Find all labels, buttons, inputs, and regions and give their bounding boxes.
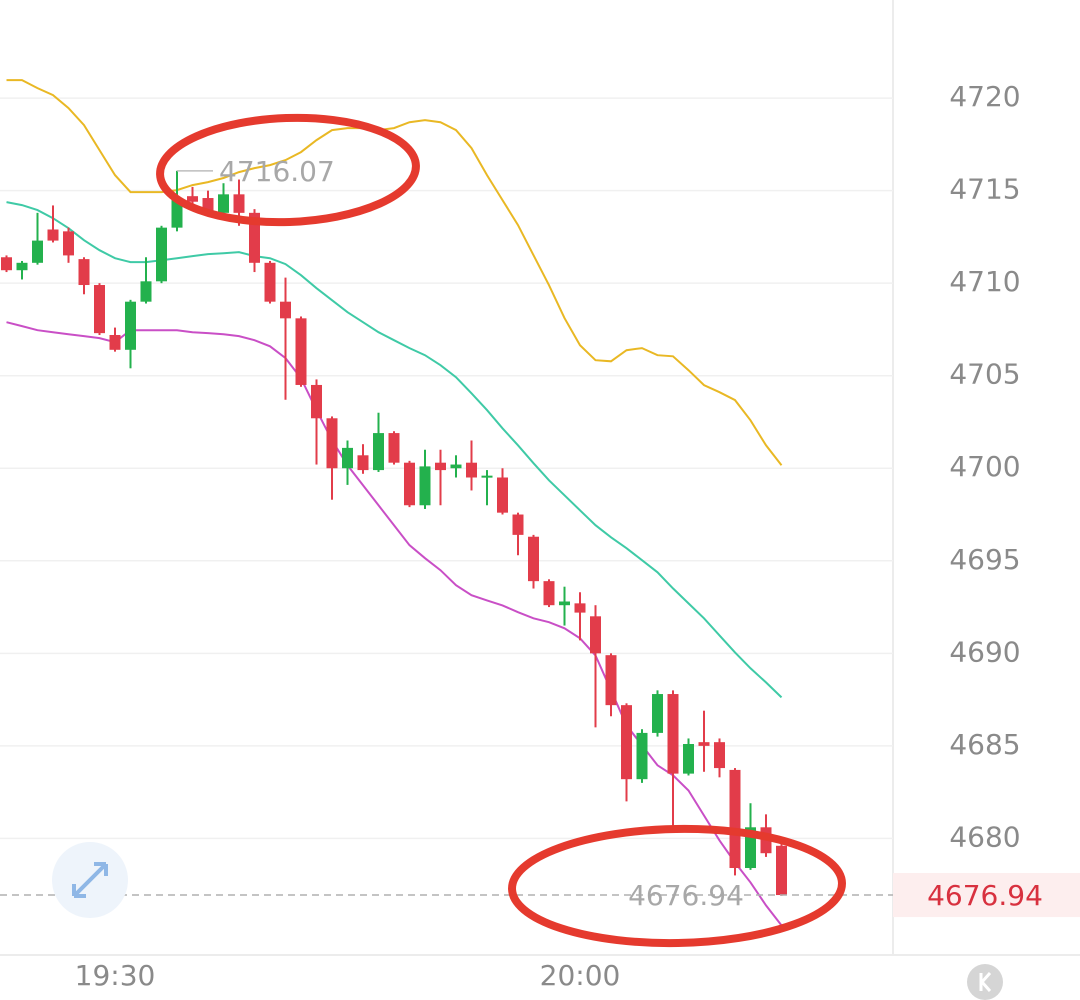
candle-body (419, 466, 431, 506)
candle-body (187, 196, 198, 202)
candle-body (745, 827, 756, 869)
candle-body (94, 285, 105, 334)
candle-body (729, 769, 741, 869)
candle-body (404, 462, 415, 506)
candle-body (295, 318, 307, 385)
y-tick-label: 4690 (949, 635, 1020, 668)
candle-body (280, 301, 291, 319)
candle-body (233, 194, 245, 213)
candle-body (32, 240, 43, 263)
candle-body (125, 301, 136, 350)
y-tick-label: 4700 (949, 450, 1020, 483)
candle-body (621, 705, 632, 780)
candle-body (202, 198, 214, 211)
band-line (6, 201, 783, 699)
candle-body (63, 231, 74, 256)
x-tick-label: 20:00 (540, 959, 621, 992)
x-tick-label: 19:30 (75, 959, 156, 992)
last-price-label: 4676.94 (927, 879, 1043, 912)
candle-body (683, 744, 694, 774)
k-button[interactable] (967, 964, 1003, 1000)
candle-body (528, 536, 539, 582)
candle-body (543, 581, 555, 606)
candle-body (636, 732, 648, 780)
expand-icon[interactable] (72, 862, 108, 898)
y-tick-label: 4715 (949, 173, 1020, 206)
y-tick-label: 4685 (949, 728, 1020, 761)
candle-body (667, 694, 679, 774)
candle-body (311, 384, 322, 419)
last-price-inline: 4676.94 (628, 879, 744, 912)
candle-body (78, 259, 90, 286)
candle-body (156, 227, 167, 282)
last-price-box (893, 873, 1080, 918)
candle-body (435, 462, 446, 471)
y-tick-label: 4695 (949, 543, 1020, 576)
candle-body (698, 742, 710, 746)
candle-body (218, 194, 229, 213)
k-bg[interactable] (967, 964, 1003, 1000)
candle-body (590, 616, 601, 654)
candle-body (466, 462, 477, 478)
candle-body (512, 514, 524, 535)
candle-body (559, 601, 570, 606)
k-icon[interactable] (979, 972, 992, 992)
candle-body (140, 281, 152, 302)
plot: 4680 4685 4690 4695 4700 4705 4710 4715 4720 19:3… (0, 79, 1080, 992)
highlight-circle (156, 113, 420, 227)
band-line (6, 79, 783, 466)
candle-body (1, 257, 12, 271)
candle-body (714, 742, 725, 769)
candle-body (652, 694, 663, 733)
candle-body (109, 334, 121, 350)
y-tick-label: 4705 (949, 358, 1020, 391)
candle-body (450, 464, 462, 469)
candle-body (497, 477, 508, 513)
candle-body (326, 418, 338, 469)
candle-body (249, 212, 260, 263)
max-label: 4716.07 (219, 155, 335, 188)
y-tick-label: 4710 (949, 265, 1020, 298)
candle-body (388, 433, 400, 463)
highlight-circle (508, 824, 846, 948)
candle-body (605, 655, 617, 706)
candle-body (342, 447, 353, 469)
candle-body (264, 262, 276, 302)
candle-body (574, 603, 586, 613)
candle-body (16, 262, 28, 271)
band-line (6, 321, 783, 927)
candle-body (481, 475, 493, 478)
candle-body (357, 455, 369, 471)
y-tick-label: 4680 (949, 820, 1020, 853)
candle-body (171, 199, 183, 228)
candle-body (373, 433, 384, 471)
expand-button[interactable] (52, 842, 128, 918)
candle-body (47, 229, 59, 241)
candle-body (776, 845, 787, 896)
y-tick-label: 4720 (949, 80, 1020, 113)
